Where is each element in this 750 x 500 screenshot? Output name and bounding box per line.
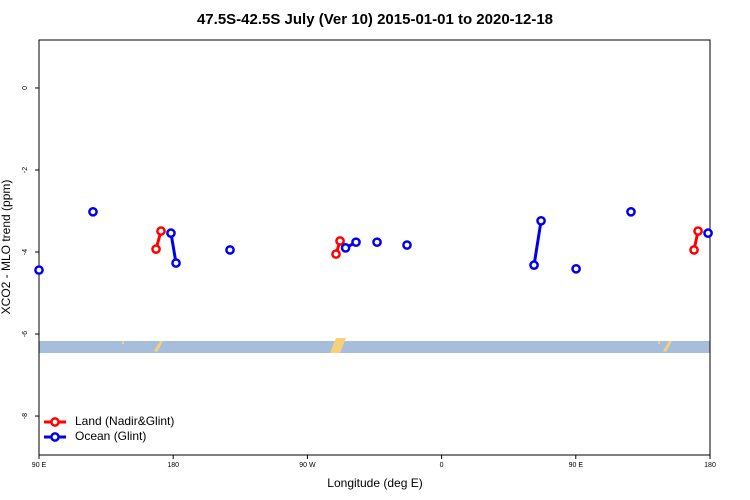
point <box>340 243 351 253</box>
point <box>529 260 539 270</box>
point <box>151 244 161 254</box>
y-tick-label: 0 <box>22 86 29 90</box>
point <box>34 265 44 275</box>
x-tick-label: 0 <box>440 462 444 469</box>
point <box>335 236 345 246</box>
series-line <box>171 221 708 265</box>
point <box>156 226 166 236</box>
point <box>703 228 713 238</box>
point <box>88 206 98 217</box>
point <box>626 206 636 217</box>
legend-label: Ocean (Glint) <box>75 429 146 443</box>
land-sea-strip <box>39 341 710 353</box>
chart-title: 47.5S-42.5S July (Ver 10) 2015-01-01 to … <box>197 11 553 28</box>
point <box>402 240 412 250</box>
x-tick-label: 180 <box>167 462 179 469</box>
x-tick-label: 90 W <box>299 462 316 469</box>
land-marks <box>122 338 672 353</box>
point <box>351 237 361 248</box>
x-tick-label: 90 E <box>569 462 584 469</box>
point <box>331 249 341 259</box>
legend-marker <box>50 417 60 427</box>
y-tick-label: -2 <box>22 167 29 173</box>
point <box>536 215 546 226</box>
y-tick-label: -8 <box>22 413 29 419</box>
x-tick-label: 180 <box>704 462 716 469</box>
point <box>225 245 235 255</box>
legend-marker <box>50 432 60 442</box>
y-axis-label: XCO2 - MLO trend (ppm) <box>0 180 13 315</box>
series-line <box>154 230 700 255</box>
y-tick-label: -6 <box>22 331 29 337</box>
point <box>166 228 176 238</box>
point <box>689 245 699 255</box>
x-tick-label: 90 E <box>32 462 47 469</box>
x-axis-label: Longitude (deg E) <box>327 476 422 490</box>
legend-label: Land (Nadir&Glint) <box>75 414 174 428</box>
plot-frame <box>38 39 711 456</box>
point <box>693 226 703 236</box>
point <box>571 263 581 274</box>
point <box>372 237 382 248</box>
y-tick-label: -4 <box>22 249 29 255</box>
point <box>171 258 181 268</box>
